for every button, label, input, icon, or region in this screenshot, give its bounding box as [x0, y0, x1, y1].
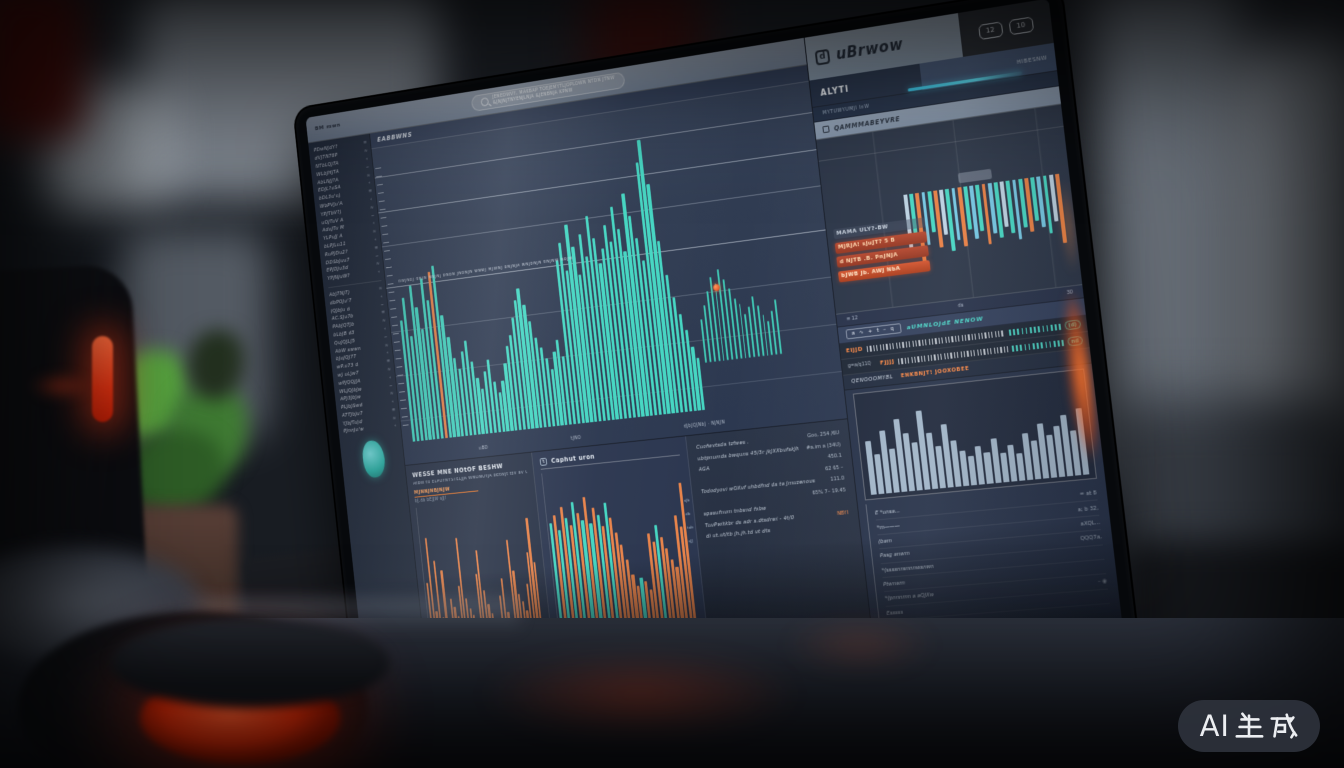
main-column: EABBWNS dWJNbJ dNJN NNJNJ bNbN JN [369, 65, 875, 690]
row-icon: ≈ [366, 172, 371, 179]
row-icon: ~ [365, 164, 370, 171]
row-icon: ≡ [386, 358, 391, 365]
mini-chart-panel[interactable]: MAMA ULY?-BW MJRJA! sJuJT? 5 B d NJTB .B… [816, 104, 1083, 315]
legend-icon: ds [957, 302, 964, 310]
header-button[interactable]: 10 [1008, 16, 1034, 35]
row-icon: ∘ [368, 180, 372, 187]
row-icon: ≡ [368, 188, 373, 195]
plant-leaf [188, 330, 244, 400]
panel-title: Caphut uron [550, 452, 596, 465]
row-icon: ∘ [369, 196, 374, 203]
brand-name: uBrwow [835, 35, 905, 64]
row-icon: ≡ [391, 407, 396, 414]
tape-tag: FJJJJ [879, 358, 895, 367]
tape-teal-ticks [1011, 339, 1064, 352]
candlestick-series [681, 178, 833, 363]
search-icon [480, 97, 490, 107]
topbar-label: BM mwn [314, 121, 341, 133]
row-icon: ∘ [394, 423, 398, 430]
row-icon: ≈ [375, 261, 380, 268]
row-icon: ≈ [389, 390, 394, 397]
watermark-text: AI [1199, 709, 1230, 743]
row-icon: ≈ [372, 228, 377, 235]
row-icon: ~ [370, 212, 375, 219]
row-icon: ≈ [384, 342, 389, 349]
row-icon: ∘ [380, 293, 384, 300]
tape-teal-ticks [1008, 323, 1061, 336]
bolt-icon: ↯ [539, 457, 548, 466]
background-panel [1225, 40, 1344, 440]
row-icon: ~ [375, 253, 380, 260]
tape-side-label: g=a/q11Q [847, 361, 872, 370]
row-icon: ≡ [374, 244, 379, 251]
legend-icon[interactable]: ≡ 12 [845, 315, 859, 323]
row-icon: ≈ [378, 285, 383, 292]
ai-watermark: AI生成 AI [1177, 700, 1320, 752]
row-icon: ~ [383, 334, 388, 341]
alert-stack: MAMA ULY?-BW MJRJA! sJuJT? 5 B d NJTB .B… [833, 217, 931, 283]
watchlist-bottom: AbJTNJT) ≈ dbPOJu'7 ∘ JQJbJu d [329, 284, 398, 436]
cjk-glyph-sheng [1235, 712, 1264, 738]
row-icon: ∘ [372, 220, 376, 227]
row-icon: ∘ [383, 326, 387, 332]
row-icon: ∘ [365, 156, 369, 163]
row-icon: ≈ [392, 415, 397, 422]
row-icon: ∘ [374, 236, 378, 243]
cjk-glyph-cheng [1270, 713, 1298, 739]
dashboard-screen: BM mwn JENEDWVY, MAKBAP TOEJEMYTLJOPLOWN… [305, 0, 1125, 695]
legend-icon: 30 [1066, 289, 1074, 297]
row-icon: ≈ [381, 317, 386, 324]
plant-leaf [128, 430, 224, 516]
watchlist-top: PDwNJdY? ≡ dVJTNT6P ≈ NTbLQJTA [314, 139, 381, 283]
row-icon: ≡ [381, 309, 386, 316]
row-icon: ≡ [363, 140, 368, 147]
histogram-chart[interactable] [852, 368, 1098, 501]
square-icon [822, 125, 830, 134]
main-price-chart[interactable]: dWJNbJ dNJN NNJNJ bNbN JNbNJN wNwJ MJWNJ… [371, 81, 848, 465]
header-button[interactable]: 12 [977, 20, 1003, 40]
tape-badge: nd [1066, 335, 1084, 347]
mouse-body [110, 618, 390, 708]
bar [974, 445, 986, 485]
row-icon: ≈ [363, 148, 368, 155]
row-icon: ~ [380, 301, 385, 308]
row-icon: ≈ [387, 366, 392, 373]
row-icon: ≈ [369, 204, 374, 211]
row-icon: ∘ [388, 374, 393, 381]
teal-sticker [361, 439, 387, 479]
main-chart-title: EABBWNS [376, 130, 413, 144]
red-led-glow [18, 368, 102, 404]
tape-badge: (d) [1063, 319, 1082, 331]
bar [1015, 453, 1025, 481]
tape-tag: EIJJD [845, 346, 864, 354]
desk-red-reflection [760, 610, 960, 680]
row-icon: ~ [388, 382, 393, 389]
row-icon: ∘ [386, 350, 390, 357]
teal-bar-series [383, 123, 706, 442]
brand-logo-icon: d [814, 48, 831, 66]
row-icon: ∘ [391, 398, 395, 405]
row-icon: ∘ [377, 269, 381, 276]
dashboard-left-area: BM mwn JENEDWVY, MAKBAP TOEJEMYTLJOPLOWN… [305, 37, 875, 695]
news-rows: Cuofwvtsda tzfwes . Goo, 254 /6U ubtpnum… [696, 430, 850, 545]
background-red-glow [0, 0, 85, 140]
